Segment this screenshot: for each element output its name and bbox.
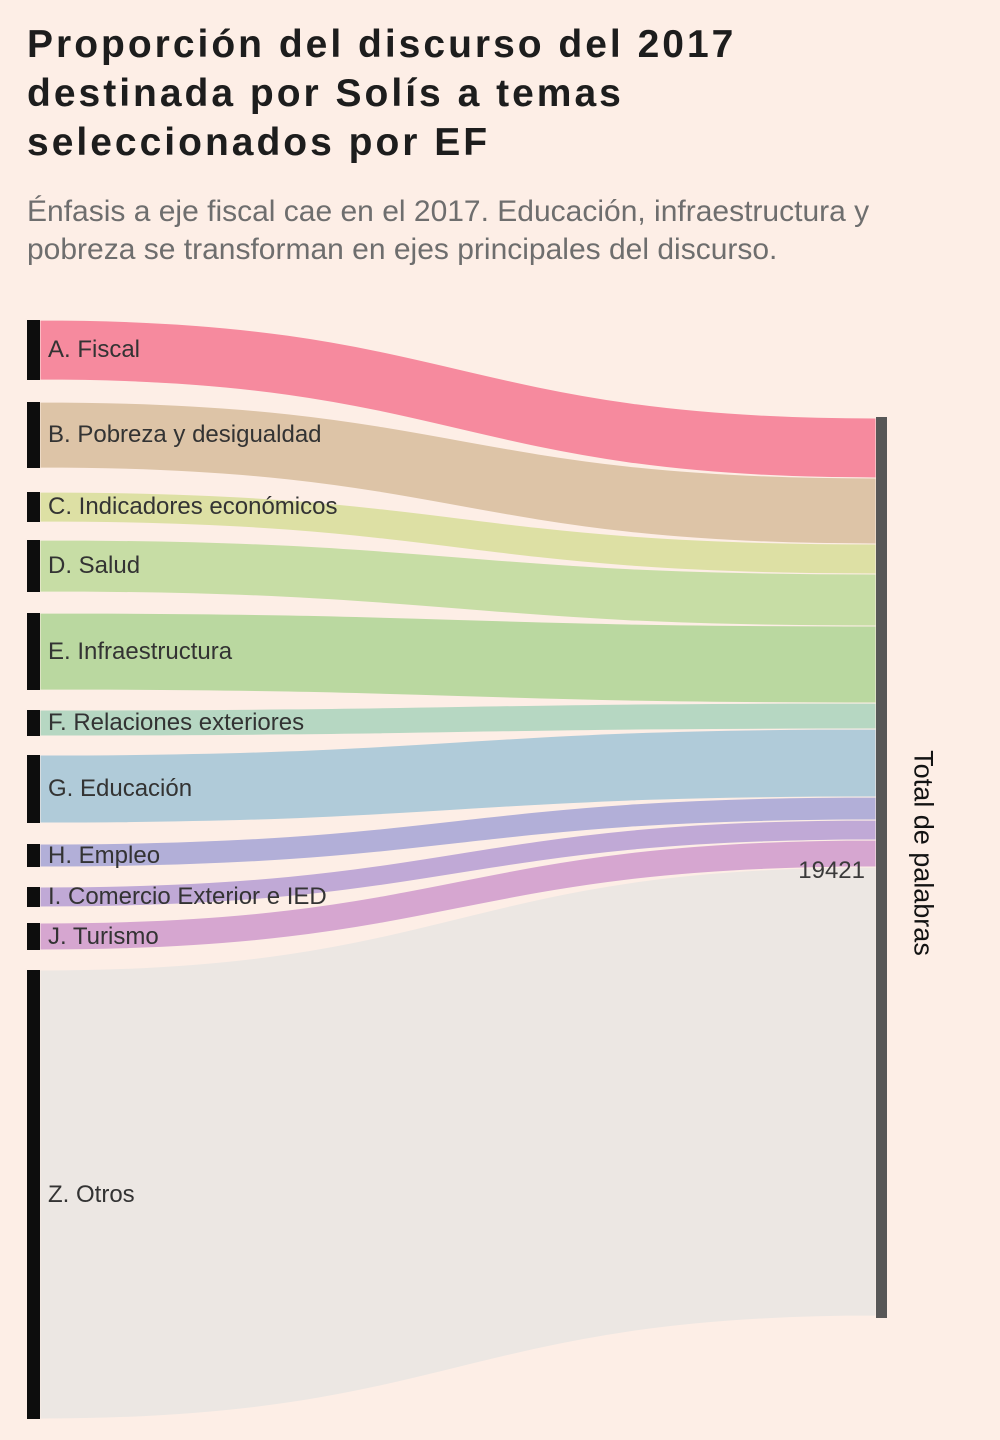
node-bar-relaciones[interactable] bbox=[27, 710, 40, 736]
node-bar-comercio[interactable] bbox=[27, 887, 40, 907]
node-bar-pobreza[interactable] bbox=[27, 402, 40, 468]
title-line-1: Proporción del discurso del 2017 bbox=[27, 23, 737, 66]
node-bar-infraestructura[interactable] bbox=[27, 613, 40, 690]
node-bar-turismo[interactable] bbox=[27, 923, 40, 950]
node-label-educacion: G. Educación bbox=[48, 775, 193, 802]
node-label-relaciones: F. Relaciones exteriores bbox=[48, 709, 305, 736]
node-bar-indicadores[interactable] bbox=[27, 492, 40, 522]
node-bar-educacion[interactable] bbox=[27, 755, 40, 823]
node-bar-fiscal[interactable] bbox=[27, 320, 40, 380]
subtitle-line-1: Énfasis a eje fiscal cae en el 2017. Edu… bbox=[27, 195, 870, 228]
subtitle-line-2: pobreza se transforman en ejes principal… bbox=[27, 233, 778, 266]
node-bar-empleo[interactable] bbox=[27, 844, 40, 867]
title-line-2: destinada por Solís a temas bbox=[27, 72, 624, 115]
node-label-otros: Z. Otros bbox=[48, 1180, 135, 1208]
flow-otros[interactable] bbox=[39, 866, 877, 1420]
total-words-value: 19421 bbox=[798, 857, 865, 884]
node-label-turismo: J. Turismo bbox=[48, 922, 159, 950]
node-bar-total[interactable] bbox=[876, 417, 887, 1318]
node-label-fiscal: A. Fiscal bbox=[48, 336, 141, 363]
chart-title: Proporción del discurso del 2017 destina… bbox=[27, 20, 736, 167]
total-words-axis-label: Total de palabras bbox=[908, 750, 939, 956]
node-label-salud: D. Salud bbox=[48, 552, 141, 579]
node-label-infraestructura: E. Infraestructura bbox=[48, 637, 233, 665]
node-bar-otros[interactable] bbox=[27, 970, 40, 1419]
node-label-pobreza: B. Pobreza y desigualdad bbox=[48, 421, 322, 448]
node-label-empleo: H. Empleo bbox=[48, 841, 161, 869]
title-line-3: seleccionados por EF bbox=[27, 121, 491, 164]
node-label-comercio: I. Comercio Exterior e IED bbox=[48, 883, 327, 910]
node-label-indicadores: C. Indicadores económicos bbox=[48, 493, 338, 520]
chart-subtitle: Énfasis a eje fiscal cae en el 2017. Edu… bbox=[27, 193, 869, 269]
node-bar-salud[interactable] bbox=[27, 540, 40, 592]
